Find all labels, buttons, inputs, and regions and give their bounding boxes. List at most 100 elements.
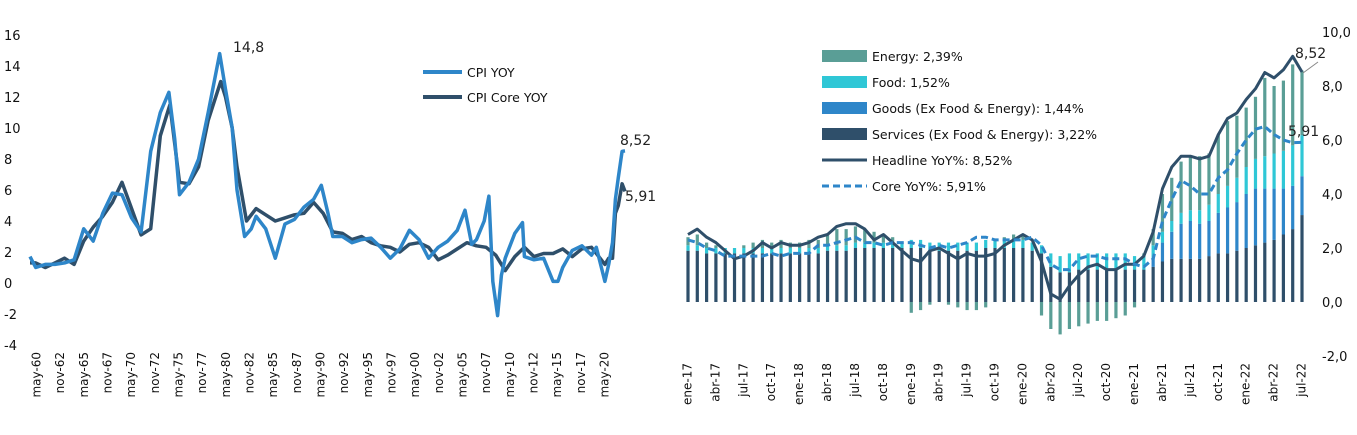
bar-segment	[798, 253, 802, 302]
bar-segment	[1235, 177, 1239, 203]
right-x-tick-label: abr-18	[820, 363, 834, 402]
bar-segment	[1151, 266, 1155, 302]
right-legend-swatch	[822, 50, 867, 62]
left-x-tick-label: nov-02	[432, 352, 446, 393]
bar-segment	[705, 242, 709, 248]
bar-segment	[1123, 269, 1127, 302]
right-x-tick-label: jul-17	[736, 363, 750, 398]
right-x-tick-label: jul-18	[848, 363, 862, 398]
bar-segment	[1077, 269, 1081, 302]
left-annotation-cpi-last: 8,52	[620, 133, 651, 149]
right-y-tick-label: 2,0	[1322, 242, 1343, 257]
bar-segment	[946, 302, 951, 305]
bar-segment	[1021, 234, 1025, 240]
bar-segment	[844, 229, 848, 246]
left-x-tick-label: nov-67	[101, 352, 115, 393]
bar-segment	[853, 242, 858, 248]
bar-segment	[695, 234, 699, 246]
bar-segment	[891, 248, 895, 302]
right-x-tick-label: jul-19	[960, 363, 974, 398]
bar-segment	[844, 245, 848, 251]
bar-segment	[1058, 256, 1062, 273]
left-x-tick-label: may-70	[124, 352, 138, 398]
bar-segment	[1151, 245, 1155, 259]
bar-segment	[891, 242, 895, 248]
bar-segment	[807, 253, 811, 302]
bar-segment	[872, 248, 876, 302]
left-x-tick-label: nov-62	[53, 352, 67, 393]
left-x-tick-label: may-65	[77, 352, 91, 398]
right-annotation-headline-last: 8,52	[1295, 46, 1326, 62]
bar-segment	[965, 250, 969, 302]
bar-segment	[1179, 212, 1183, 224]
bar-segment	[807, 248, 811, 254]
bar-segment	[1198, 156, 1202, 211]
bar-segment	[695, 245, 699, 251]
left-y-tick-label: 6	[4, 184, 12, 199]
bar-segment	[1225, 121, 1230, 186]
bar-segment	[1077, 253, 1081, 270]
bar-segment	[891, 237, 895, 243]
bar-segment	[835, 229, 839, 246]
right-x-tick-label: ene-22	[1239, 363, 1253, 405]
bar-segment	[1300, 70, 1304, 136]
bar-segment	[984, 248, 988, 302]
left-x-tick-label: may-15	[550, 352, 564, 398]
bar-segment	[1225, 253, 1230, 302]
bar-segment	[779, 253, 783, 302]
bar-segment	[686, 245, 690, 251]
bar-segment	[1049, 253, 1053, 267]
bar-segment	[1170, 221, 1174, 232]
right-y-tick-label: 10,0	[1322, 26, 1351, 41]
left-annotation-peak: 14,8	[233, 40, 264, 56]
bar-segment	[1067, 302, 1072, 329]
bar-segment	[816, 248, 820, 254]
right-x-tick-label: oct-21	[1211, 363, 1225, 401]
bar-segment	[1272, 239, 1276, 302]
right-legend-label: Core YoY%: 5,91%	[872, 179, 986, 194]
bar-segment	[956, 250, 960, 302]
bar-segment	[825, 245, 830, 251]
bar-segment	[1049, 266, 1053, 302]
bar-segment	[1291, 185, 1295, 230]
bar-segment	[984, 302, 988, 308]
bar-segment	[1272, 153, 1276, 189]
bar-segment	[1216, 194, 1220, 213]
bar-segment	[742, 245, 746, 248]
bar-segment	[1160, 242, 1165, 262]
bar-segment	[1244, 194, 1248, 248]
bar-segment	[863, 242, 867, 248]
bar-segment	[1142, 256, 1146, 270]
bar-segment	[1225, 185, 1230, 208]
bar-segment	[993, 248, 997, 302]
bar-segment	[1039, 302, 1044, 316]
right-x-tick-label: oct-19	[988, 363, 1002, 401]
bar-segment	[1253, 158, 1258, 189]
bar-segment	[695, 250, 699, 302]
bar-segment	[770, 253, 774, 302]
bar-segment	[872, 242, 876, 248]
bar-segment	[956, 302, 960, 308]
bar-segment	[1021, 239, 1025, 248]
cpi-yoy-line	[28, 51, 626, 318]
bar-segment	[1086, 253, 1090, 270]
right-x-tick-label: oct-18	[876, 363, 890, 401]
bar-segment	[900, 248, 904, 302]
left-y-tick-label: 4	[4, 215, 12, 230]
bar-segment	[788, 253, 792, 302]
right-annotation-core-last: 5,91	[1288, 124, 1319, 140]
bar-segment	[1188, 221, 1192, 259]
bar-segment	[714, 253, 718, 302]
left-x-tick-label: may-10	[503, 352, 517, 398]
bar-segment	[1179, 161, 1183, 213]
bar-segment	[714, 248, 718, 254]
bar-segment	[918, 248, 923, 302]
right-legend-swatch	[822, 76, 867, 88]
right-x-tick-label: jul-20	[1071, 363, 1085, 398]
bar-segment	[1132, 269, 1137, 302]
bar-segment	[937, 250, 941, 302]
right-x-tick-label: ene-19	[904, 363, 918, 405]
left-x-tick-label: nov-87	[290, 352, 304, 393]
right-legend-label: Goods (Ex Food & Energy): 1,44%	[872, 101, 1084, 116]
bar-segment	[1300, 135, 1304, 177]
